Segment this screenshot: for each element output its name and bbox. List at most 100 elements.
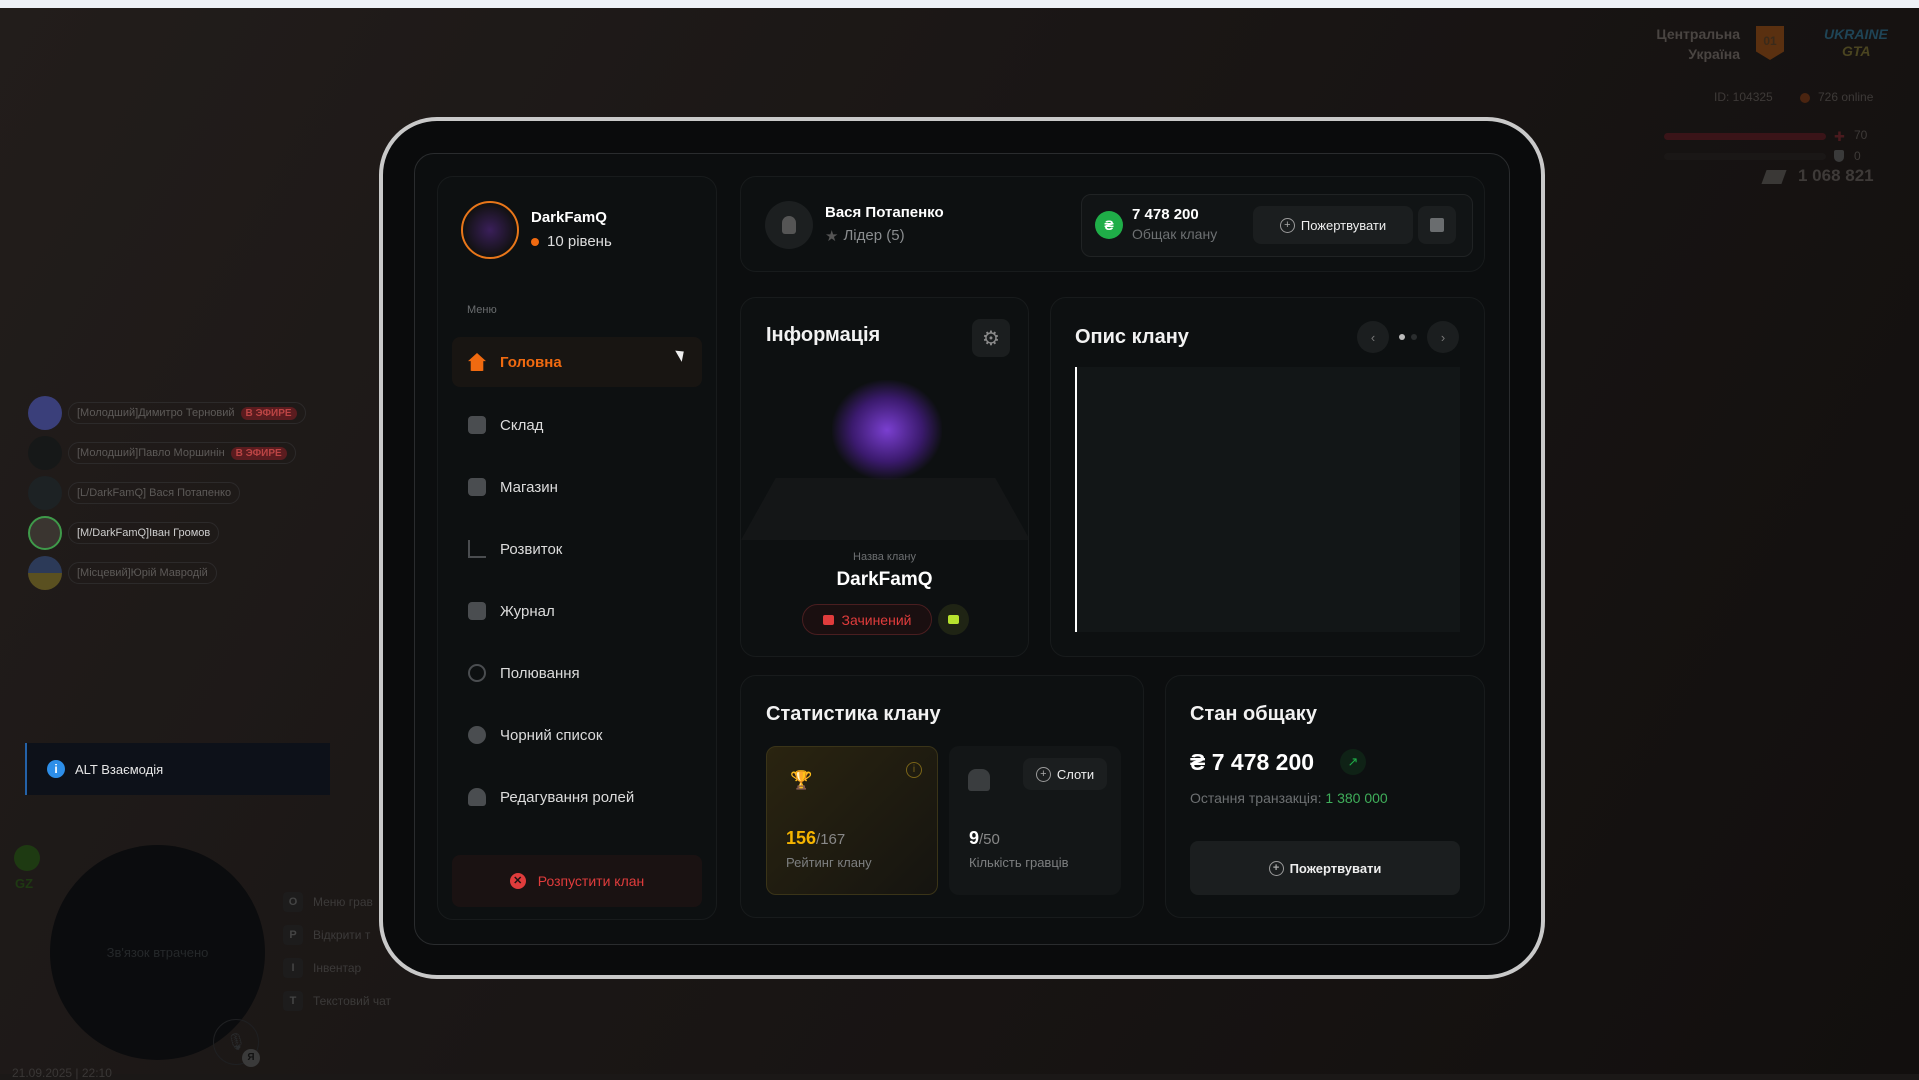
treasury-amount: ₴ 7 478 200 [1190,749,1315,775]
greenzone-label: GZ [15,876,34,891]
book-icon [468,602,486,620]
sidebar-item-home[interactable]: Головна [452,337,702,387]
info-title: Інформація [766,324,881,346]
rating-label: Рейтинг клану [786,855,872,870]
archive-icon [1430,218,1444,232]
hryvnia-icon: ₴ [1095,211,1123,239]
sidebar-item-development[interactable]: Розвиток [452,524,702,574]
level-text: 10 рівень [547,233,612,250]
clan-avatar [461,201,519,259]
rating-total: /167 [816,831,846,848]
withdraw-button[interactable] [1418,206,1456,244]
slots-label: Слоти [1056,766,1095,782]
clan-name: DarkFamQ [531,209,607,226]
avatar [28,436,62,470]
hotkey-hint: I Інвентар [283,958,361,978]
hint-text: ALT Взаємодія [75,761,164,777]
voice-user-name: [Молодший]Димитро Терновий [77,407,235,419]
disband-label: Розпустити клан [537,873,645,889]
clan-logo [832,380,942,480]
trophy-icon: 🏆 [790,770,813,790]
chart-icon [468,540,486,558]
health-bar [1664,133,1826,140]
menu-item-label: Редагування ролей [500,788,635,806]
unlock-icon [948,615,959,624]
blacklist-icon [468,726,486,744]
voice-user-name: [M/DarkFamQ]Іван Громов [77,527,211,539]
hotkey-label: Текстовий чат [313,994,392,1008]
role-text: Лідер (5) [843,227,905,244]
hotkey-label: Інвентар [313,961,362,975]
status-text: Зачинений [841,611,912,628]
menu-item-label: Чорний список [500,726,603,744]
voice-chat-row: [L/DarkFamQ] Вася Потапенко [28,476,241,510]
warehouse-icon [468,416,486,434]
plus-icon: + [1279,217,1295,233]
datetime: 21.09.2025 | 22:10 [12,1066,112,1080]
last-transaction-value: 1 380 000 [1325,790,1388,806]
voice-chat-row: [M/DarkFamQ]Іван Громов [28,516,220,550]
user-avatar [765,201,813,249]
page-dot-active[interactable] [1399,334,1405,340]
description-textarea[interactable] [1075,367,1460,632]
sidebar-item-hunting[interactable]: Полювання [452,648,702,698]
clan-level: 10 рівень [531,233,612,250]
online-dot-icon [1800,93,1810,103]
avatar [28,556,62,590]
unlock-button[interactable] [938,604,969,635]
armor-icon [1834,150,1844,162]
players-value: 9/50 [969,828,1000,849]
sidebar-item-roles[interactable]: Редагування ролей [452,772,702,822]
menu-item-label: Журнал [500,602,555,620]
voice-chat-row: [Молодший]Павло Моршинін В ЭФИРЕ [28,436,296,470]
menu-item-label: Головна [500,353,562,371]
info-icon[interactable]: i [906,762,922,778]
chevron-left-icon: ‹ [1370,329,1376,345]
menu-label: Меню [467,304,497,316]
on-air-badge: В ЭФИРЕ [240,406,297,420]
players-total: /50 [979,831,1000,848]
avatar [28,476,62,510]
hotkey-key: O [283,892,303,912]
hotkey-key: P [283,925,303,945]
sidebar-item-blacklist[interactable]: Чорний список [452,710,702,760]
user-icon [782,216,796,234]
top-strip [0,0,1919,8]
crosshair-icon [468,664,486,682]
menu-item-label: Полювання [500,664,580,682]
page-dot[interactable] [1411,334,1417,340]
level-dot-icon [531,237,539,246]
voice-chat-row: [Молодший]Димитро Терновий В ЭФИРЕ [28,396,306,430]
lock-icon [822,614,834,625]
microphone-icon: 🎙 [225,1034,247,1051]
donate-button[interactable]: + Пожертвувати [1253,206,1413,244]
next-page-button[interactable]: › [1427,321,1459,353]
players-label: Кількість гравців [969,855,1069,870]
trend-up-icon: ↗ [1340,749,1366,775]
hotkey-key: I [283,958,303,978]
description-title: Опис клану [1075,326,1189,348]
hotkey-hint: T Текстовий чат [283,991,391,1011]
disband-clan-button[interactable]: ✕ Розпустити клан [452,855,702,907]
health-value: 70 [1854,128,1868,142]
prev-page-button[interactable]: ‹ [1357,321,1389,353]
chevron-right-icon: › [1440,329,1446,345]
menu-item-label: Магазин [500,478,558,496]
balance-label: Общак клану [1132,226,1218,242]
clan-name-label: Назва клану [853,551,916,563]
sidebar-item-journal[interactable]: Журнал [452,586,702,636]
player-id: ID: 104325 [1714,90,1773,104]
settings-button[interactable]: ⚙ [972,319,1010,357]
plus-icon: + [1268,860,1284,876]
hotkey-hint: O Меню грав [283,892,373,912]
radio-status: Зв'язок втрачено [106,945,209,960]
rating-tile [766,746,938,895]
donate-label: Пожертвувати [1300,217,1387,233]
slots-button[interactable]: + Слоти [1023,758,1107,790]
microphone-button[interactable]: 🎙 [213,1019,259,1065]
sidebar-item-shop[interactable]: Магазин [452,462,702,512]
treasury-donate-button[interactable]: + Пожертвувати [1190,841,1460,895]
discord-icon [28,396,62,430]
hotkey-key: T [283,991,303,1011]
sidebar-item-warehouse[interactable]: Склад [452,400,702,450]
